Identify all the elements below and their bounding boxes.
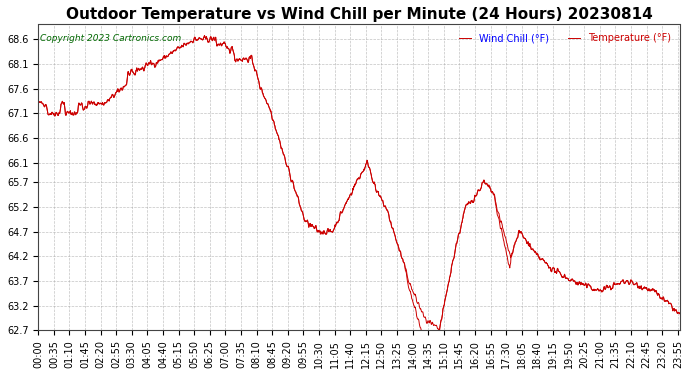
Wind Chill (°F) <box>161 55 170 59</box>
Temperature (°F) <box>177 45 185 49</box>
Text: Copyright 2023 Cartronics.com: Copyright 2023 Cartronics.com <box>39 34 181 43</box>
Temperature (°F) <box>161 55 170 59</box>
Temperature (°F) <box>600 284 609 289</box>
Temperature (°F) <box>200 33 208 38</box>
Temperature (°F) <box>544 263 552 267</box>
Wind Chill (°F) <box>676 311 684 316</box>
Wind Chill (°F) <box>434 352 442 356</box>
Temperature (°F) <box>435 328 444 332</box>
Title: Outdoor Temperature vs Wind Chill per Minute (24 Hours) 20230814: Outdoor Temperature vs Wind Chill per Mi… <box>66 7 652 22</box>
Wind Chill (°F) <box>249 62 257 66</box>
Wind Chill (°F) <box>177 45 185 49</box>
Wind Chill (°F) <box>34 100 42 105</box>
Wind Chill (°F) <box>544 263 552 267</box>
Wind Chill (°F) <box>200 33 208 38</box>
Temperature (°F) <box>249 62 257 66</box>
Line: Wind Chill (°F): Wind Chill (°F) <box>38 36 680 354</box>
Legend: Wind Chill (°F), Temperature (°F): Wind Chill (°F), Temperature (°F) <box>455 29 675 47</box>
Temperature (°F) <box>676 311 684 316</box>
Wind Chill (°F) <box>460 211 468 215</box>
Wind Chill (°F) <box>600 284 609 289</box>
Line: Temperature (°F): Temperature (°F) <box>38 36 680 330</box>
Temperature (°F) <box>34 100 42 105</box>
Temperature (°F) <box>460 211 468 215</box>
